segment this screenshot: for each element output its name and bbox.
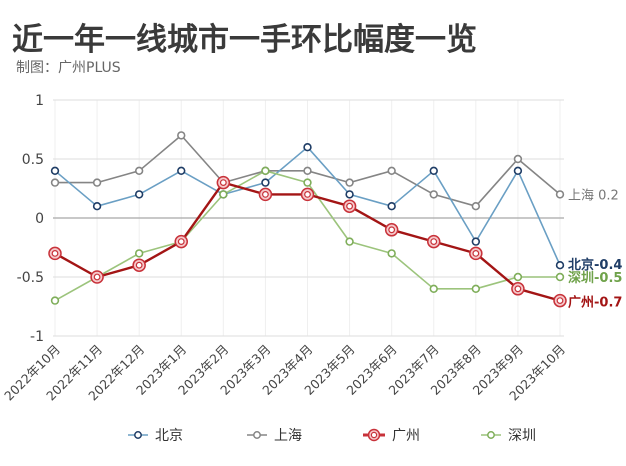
data-point-marker	[134, 166, 144, 176]
data-point-marker	[471, 237, 481, 246]
data-point-marker-inner	[262, 190, 269, 198]
data-series	[48, 131, 567, 308]
data-point-marker-inner	[514, 285, 522, 293]
data-point-marker-inner	[430, 238, 438, 246]
line-circle-marker-icon	[481, 431, 501, 439]
y-tick-label: -0.5	[17, 270, 44, 286]
data-point-marker	[261, 166, 270, 176]
data-point-marker	[429, 166, 438, 176]
data-point-marker	[555, 261, 565, 270]
data-point-marker-inner	[388, 226, 396, 234]
data-point-marker-inner	[346, 202, 353, 210]
series-end-label: 广州-0.7	[568, 295, 622, 311]
data-point-marker	[513, 272, 523, 282]
data-point-marker-inner	[472, 249, 480, 257]
data-point-marker-inner	[219, 179, 227, 187]
data-point-marker	[303, 143, 312, 152]
data-point-marker	[513, 166, 523, 176]
legend-label: 上海	[274, 428, 302, 444]
series-end-label: 北京-0.4	[568, 257, 622, 273]
data-point-marker	[303, 166, 312, 176]
data-point-marker	[429, 190, 438, 199]
line-circle-marker-icon	[128, 431, 148, 439]
series-end-label: 深圳-0.5	[568, 270, 622, 286]
data-point-marker	[219, 190, 228, 199]
legend-item-shanghai[interactable]: 上海	[246, 425, 302, 445]
legend-item-shenzhen[interactable]: 深圳	[480, 425, 536, 445]
chart-subtitle: 制图：广州PLUS	[16, 60, 121, 76]
data-point-marker	[345, 237, 354, 246]
y-tick-label: 0.5	[22, 152, 44, 168]
y-axis: 1 0.5 0 -0.5 -1	[17, 93, 44, 345]
data-point-marker	[345, 178, 354, 187]
data-point-marker	[471, 284, 481, 293]
data-point-marker-inner	[304, 190, 311, 198]
data-point-marker	[50, 296, 60, 305]
data-point-marker-inner	[556, 297, 564, 305]
legend-item-beijing[interactable]: 北京	[127, 425, 183, 445]
x-axis: 2022年10月2022年11月2022年12月2023年1月2023年2月20…	[1, 342, 568, 404]
y-tick-label: -1	[30, 329, 44, 345]
data-point-marker	[555, 190, 565, 199]
data-point-marker	[387, 166, 396, 176]
y-tick-label: 1	[35, 93, 44, 109]
data-point-marker-inner	[93, 273, 101, 281]
data-point-marker	[513, 154, 523, 164]
data-point-marker	[387, 249, 396, 258]
data-point-marker	[303, 178, 312, 187]
grid-lines	[53, 99, 564, 337]
data-point-marker	[50, 178, 60, 187]
data-point-marker	[92, 178, 102, 187]
data-point-marker	[555, 272, 565, 282]
data-point-marker-inner	[177, 238, 185, 246]
data-point-marker-inner	[51, 249, 59, 257]
data-point-marker	[387, 202, 396, 211]
legend-label: 深圳	[508, 428, 536, 444]
data-point-marker	[177, 166, 186, 176]
data-point-marker	[92, 202, 102, 211]
legend-item-guangzhou[interactable]: 广州	[362, 425, 420, 445]
data-point-marker	[134, 249, 144, 258]
legend: 北京 上海 广州 深圳	[0, 425, 626, 447]
data-point-marker	[471, 202, 481, 211]
legend-label: 北京	[155, 428, 183, 444]
y-tick-label: 0	[35, 211, 44, 227]
series-end-label: 上海 0.2	[568, 188, 619, 203]
line-circle-marker-icon	[247, 431, 267, 439]
chart-title: 近一年一线城市一手环比幅度一览	[12, 22, 477, 58]
data-point-marker	[177, 131, 186, 140]
line-double-circle-marker-icon	[363, 428, 385, 442]
data-point-marker	[261, 178, 270, 187]
end-labels: 上海 0.2 北京-0.4深圳-0.5 广州-0.7	[568, 188, 622, 310]
data-point-marker-inner	[135, 261, 143, 269]
legend-label: 广州	[392, 428, 420, 444]
data-point-marker	[429, 284, 438, 293]
data-point-marker	[345, 190, 354, 199]
data-point-marker	[50, 166, 60, 176]
data-point-marker	[134, 190, 144, 199]
